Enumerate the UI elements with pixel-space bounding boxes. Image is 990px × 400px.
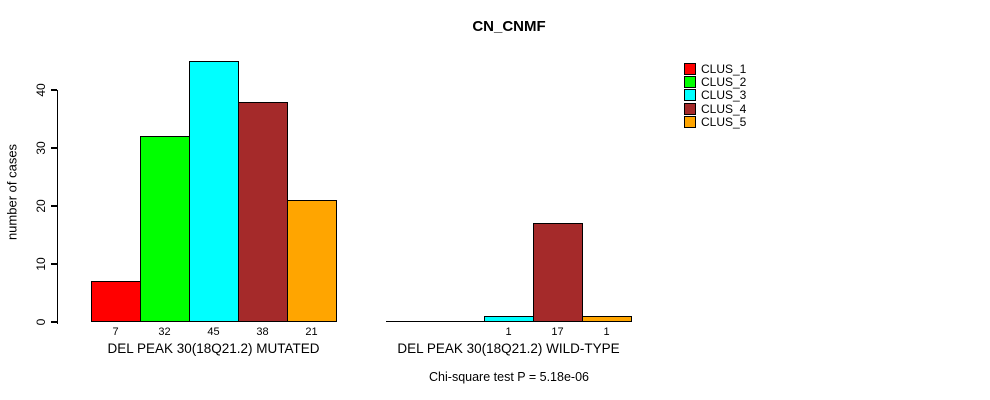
bar-value-label: 21	[305, 326, 318, 338]
legend-label: CLUS_3	[701, 88, 747, 103]
y-tick	[51, 321, 57, 323]
y-tick-label: 20	[34, 199, 48, 213]
legend-item: CLUS_3	[684, 89, 746, 102]
y-tick-label: 40	[34, 83, 48, 97]
legend-label: CLUS_2	[701, 75, 747, 90]
legend-swatch	[684, 62, 696, 75]
legend: CLUS_1 CLUS_2 CLUS_3 CLUS_4 CLUS_5	[684, 62, 746, 129]
bar-value-label: 7	[112, 326, 119, 338]
bar-value-label: 45	[207, 326, 220, 338]
legend-swatch	[684, 116, 696, 129]
y-tick	[51, 147, 57, 149]
legend-label: CLUS_4	[701, 101, 747, 116]
y-tick-label: 0	[34, 318, 48, 326]
y-tick	[51, 205, 57, 207]
group-label-mutated: DEL PEAK 30(18Q21.2) MUTATED	[107, 341, 320, 356]
chart-title: CN_CNMF	[472, 18, 546, 35]
group-label-wildtype: DEL PEAK 30(18Q21.2) WILD-TYPE	[397, 341, 620, 356]
legend-swatch	[684, 76, 696, 89]
bar	[484, 316, 534, 322]
legend-label: CLUS_5	[701, 115, 747, 130]
legend-item: CLUS_1	[684, 62, 746, 75]
bar	[140, 136, 190, 322]
legend-label: CLUS_1	[701, 61, 747, 76]
bar	[238, 101, 288, 322]
bar-value-label: 1	[505, 326, 512, 338]
zero-height-bar	[435, 320, 485, 322]
y-tick-label: 30	[34, 141, 48, 155]
y-axis-label: number of cases	[4, 143, 20, 241]
bar	[582, 316, 632, 322]
legend-swatch	[684, 102, 696, 115]
legend-item: CLUS_5	[684, 116, 746, 129]
y-tick	[51, 89, 57, 91]
legend-item: CLUS_4	[684, 102, 746, 115]
legend-item: CLUS_2	[684, 75, 747, 90]
bar-value-label: 32	[158, 326, 171, 338]
bar	[189, 61, 239, 322]
bar	[533, 223, 583, 322]
zero-height-bar	[386, 320, 436, 322]
bar-value-label: 1	[603, 326, 610, 338]
chi-square-footnote: Chi-square test P = 5.18e-06	[429, 370, 589, 384]
bar-value-label: 17	[551, 326, 564, 338]
bar-value-label: 38	[256, 326, 269, 338]
y-tick	[51, 263, 57, 265]
y-tick-label: 10	[34, 257, 48, 271]
bar	[287, 200, 337, 322]
legend-swatch	[684, 89, 696, 102]
y-axis-line	[56, 89, 58, 324]
bar	[91, 281, 141, 322]
